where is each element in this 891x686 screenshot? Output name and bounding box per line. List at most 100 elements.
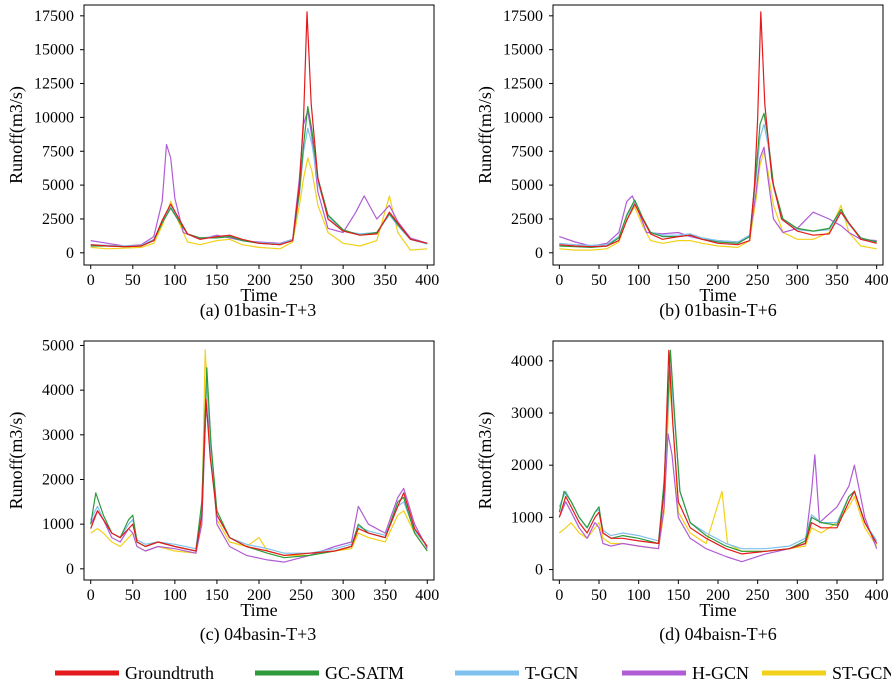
- x-tick-label: 50: [591, 587, 607, 604]
- legend-label: H-GCN: [692, 663, 749, 683]
- series-line-h-gcn: [90, 110, 428, 247]
- y-tick-label: 4000: [42, 382, 74, 399]
- x-axis-label: Time: [240, 600, 277, 620]
- x-tick-label: 100: [627, 272, 651, 289]
- y-axis-label: Runoff(m3/s): [6, 412, 27, 510]
- series-line-groundtruth: [559, 11, 877, 248]
- x-tick-label: 0: [555, 587, 563, 604]
- chart-panel-1: 0 2500 5000 7500 10000 12500 15000 17500 0 50 100 1…: [475, 4, 889, 321]
- y-tick-label: 1000: [511, 509, 543, 526]
- x-axis-label: Time: [240, 285, 277, 305]
- y-tick-label: 2500: [42, 211, 74, 228]
- y-tick-label: 3000: [511, 405, 543, 422]
- x-tick-label: 50: [125, 587, 141, 604]
- legend-label: ST-GCN: [832, 663, 891, 683]
- y-tick-label: 12500: [34, 76, 74, 93]
- x-tick-label: 400: [865, 587, 889, 604]
- y-tick-label: 0: [66, 561, 74, 578]
- y-tick-label: 2000: [511, 457, 543, 474]
- y-tick-label: 10000: [34, 109, 74, 126]
- series-line-t-gcn: [559, 123, 877, 246]
- series-line-st-gcn: [90, 349, 428, 556]
- y-tick-label: 12500: [503, 76, 543, 93]
- x-tick-label: 50: [125, 272, 141, 289]
- y-tick-label: 5000: [511, 177, 543, 194]
- x-tick-label: 100: [627, 587, 651, 604]
- legend-label: GC-SATM: [325, 663, 404, 683]
- series-line-gc-satm: [558, 349, 878, 552]
- x-tick-label: 300: [331, 587, 355, 604]
- x-axis-label: Time: [699, 600, 736, 620]
- x-axis-label: Time: [699, 285, 736, 305]
- x-tick-label: 200: [706, 272, 730, 289]
- x-tick-label: 400: [865, 272, 889, 289]
- series-line-st-gcn: [559, 150, 877, 251]
- series-line-st-gcn: [558, 381, 878, 552]
- series-line-groundtruth: [90, 398, 428, 556]
- y-axis-label: Runoff(m3/s): [475, 86, 496, 184]
- y-tick-label: 0: [535, 562, 543, 579]
- x-tick-label: 350: [825, 272, 849, 289]
- series-line-groundtruth: [558, 349, 878, 555]
- x-tick-label: 250: [746, 272, 770, 289]
- series-line-st-gcn: [90, 157, 428, 251]
- x-tick-label: 300: [331, 272, 355, 289]
- y-tick-label: 17500: [34, 8, 74, 25]
- panel-caption: (c) 04basin-T+3: [200, 624, 317, 645]
- y-tick-label: 15000: [34, 42, 74, 59]
- x-tick-label: 200: [247, 272, 271, 289]
- x-tick-label: 250: [289, 272, 313, 289]
- series-line-t-gcn: [90, 127, 428, 247]
- chart-panel-2: 0 1000 2000 3000 4000 5000 0 50 100 150 200 250 300 3…: [6, 337, 439, 645]
- y-tick-label: 2500: [511, 211, 543, 228]
- x-tick-label: 50: [591, 272, 607, 289]
- x-tick-label: 200: [247, 587, 271, 604]
- legend-label: T-GCN: [525, 663, 578, 683]
- y-tick-label: 4000: [511, 353, 543, 370]
- y-tick-label: 0: [66, 245, 74, 262]
- x-tick-label: 100: [163, 272, 187, 289]
- x-tick-label: 350: [825, 587, 849, 604]
- series-line-t-gcn: [90, 380, 428, 554]
- y-tick-label: 7500: [511, 143, 543, 160]
- x-tick-label: 250: [746, 587, 770, 604]
- series-line-h-gcn: [90, 407, 428, 563]
- y-tick-label: 0: [535, 245, 543, 262]
- y-tick-label: 2000: [42, 471, 74, 488]
- x-tick-label: 0: [87, 272, 95, 289]
- x-tick-label: 400: [415, 272, 439, 289]
- x-tick-label: 150: [666, 587, 690, 604]
- series-line-t-gcn: [558, 365, 878, 550]
- y-tick-label: 3000: [42, 427, 74, 444]
- series-line-h-gcn: [558, 433, 878, 563]
- x-tick-label: 100: [163, 587, 187, 604]
- legend: Groundtruth GC-SATM T-GCN H-GCN ST-GCN: [55, 663, 891, 683]
- series-line-groundtruth: [90, 11, 428, 248]
- y-tick-label: 10000: [503, 109, 543, 126]
- y-tick-label: 5000: [42, 337, 74, 354]
- y-tick-label: 15000: [503, 42, 543, 59]
- x-tick-label: 150: [205, 272, 229, 289]
- x-tick-label: 0: [87, 587, 95, 604]
- panel-caption: (d) 04baisn-T+6: [659, 624, 777, 645]
- x-tick-label: 200: [706, 587, 730, 604]
- x-tick-label: 250: [289, 587, 313, 604]
- series-line-gc-satm: [559, 112, 877, 248]
- y-tick-label: 17500: [503, 8, 543, 25]
- y-axis-label: Runoff(m3/s): [6, 86, 27, 184]
- x-tick-label: 150: [666, 272, 690, 289]
- x-tick-label: 150: [205, 587, 229, 604]
- y-tick-label: 7500: [42, 143, 74, 160]
- y-axis-label: Runoff(m3/s): [475, 412, 496, 510]
- x-tick-label: 300: [785, 587, 809, 604]
- chart-panel-0: 0 2500 5000 7500 10000 12500 15000 17500 0 50 100 1…: [6, 4, 439, 321]
- y-tick-label: 1000: [42, 516, 74, 533]
- series-line-gc-satm: [90, 106, 428, 248]
- x-tick-label: 350: [373, 587, 397, 604]
- chart-panel-3: 0 1000 2000 3000 4000 0 50 100 150 200 250 300 350 40…: [475, 340, 889, 645]
- x-tick-label: 300: [785, 272, 809, 289]
- y-tick-label: 5000: [42, 177, 74, 194]
- panel-caption: (a) 01basin-T+3: [200, 300, 317, 321]
- legend-label: Groundtruth: [125, 663, 214, 683]
